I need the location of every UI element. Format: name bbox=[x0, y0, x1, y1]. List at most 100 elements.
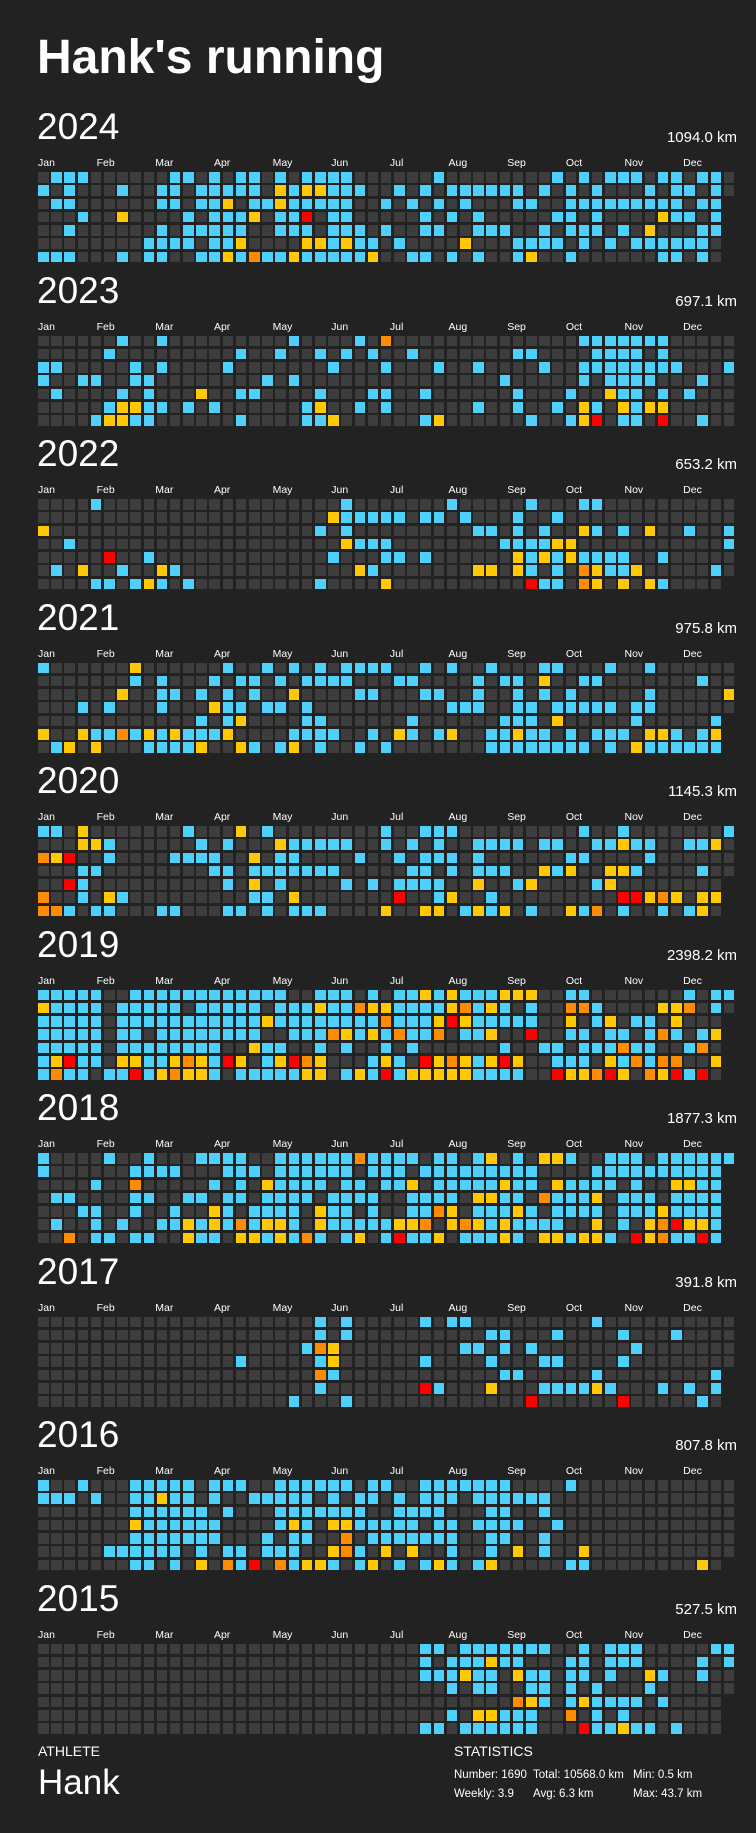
day-cell-blue bbox=[433, 1493, 445, 1504]
day-cell-empty bbox=[671, 578, 682, 590]
day-cell-empty bbox=[631, 852, 643, 864]
month-label: May bbox=[272, 320, 293, 333]
day-cell-blue bbox=[433, 1179, 445, 1191]
day-cell-yellow bbox=[433, 1069, 445, 1080]
day-cell-blue bbox=[380, 1219, 392, 1231]
day-cell-empty bbox=[684, 1559, 695, 1571]
day-cell-red bbox=[697, 1232, 708, 1244]
day-cell-blue bbox=[328, 552, 339, 563]
day-cell-yellow bbox=[301, 1069, 313, 1080]
day-cell-yellow bbox=[235, 238, 247, 250]
day-cell-empty bbox=[578, 251, 590, 263]
day-cell-empty bbox=[367, 675, 379, 687]
day-cell-blue bbox=[591, 839, 603, 850]
day-cell-empty bbox=[367, 362, 379, 373]
day-cell-empty bbox=[380, 211, 392, 223]
day-cell-empty bbox=[64, 689, 75, 700]
day-cell-empty bbox=[64, 388, 75, 400]
day-cell-empty bbox=[196, 512, 207, 523]
day-cell-empty bbox=[64, 826, 75, 837]
day-cell-empty bbox=[512, 1042, 524, 1054]
day-cell-blue bbox=[407, 865, 418, 877]
day-cell-blue bbox=[275, 1166, 286, 1177]
day-cell-yellow bbox=[578, 525, 590, 537]
day-cell-empty bbox=[103, 565, 115, 577]
day-cell-blue bbox=[209, 1232, 221, 1244]
day-cell-empty bbox=[697, 1683, 708, 1694]
day-cell-blue bbox=[591, 1179, 603, 1191]
month-label: Jan bbox=[38, 1138, 55, 1150]
day-cell-empty bbox=[328, 525, 339, 537]
day-cell-blue bbox=[301, 1519, 313, 1531]
day-cell-blue bbox=[288, 185, 300, 196]
day-cell-empty bbox=[314, 1396, 326, 1407]
day-cell-empty bbox=[578, 1153, 590, 1164]
year-label: 2017 bbox=[37, 1250, 120, 1292]
day-cell-blue bbox=[64, 251, 75, 263]
day-cell-empty bbox=[38, 1723, 49, 1734]
day-cell-empty bbox=[552, 1656, 563, 1668]
day-cell-empty bbox=[394, 1696, 405, 1708]
day-cell-blue bbox=[341, 225, 352, 236]
day-cell-empty bbox=[499, 662, 511, 674]
day-cell-blue bbox=[605, 702, 616, 713]
day-cell-empty bbox=[169, 375, 181, 386]
day-cell-empty bbox=[117, 1480, 128, 1491]
day-cell-empty bbox=[631, 538, 643, 550]
day-cell-empty bbox=[130, 1356, 141, 1367]
day-cell-empty bbox=[354, 1369, 366, 1381]
day-cell-blue bbox=[697, 675, 708, 687]
day-cell-empty bbox=[38, 865, 49, 877]
day-cell-empty bbox=[446, 578, 458, 590]
day-cell-empty bbox=[644, 1343, 656, 1354]
day-cell-orange bbox=[671, 1055, 682, 1067]
day-cell-empty bbox=[565, 1396, 577, 1407]
day-cell-blue bbox=[499, 1016, 511, 1027]
day-cell-blue bbox=[130, 1559, 141, 1571]
day-cell-empty bbox=[354, 362, 366, 373]
day-cell-empty bbox=[51, 1506, 62, 1518]
day-cell-empty bbox=[183, 892, 194, 904]
day-cell-empty bbox=[222, 892, 234, 904]
day-cell-empty bbox=[103, 1559, 115, 1571]
day-cell-blue bbox=[697, 1179, 708, 1191]
day-cell-empty bbox=[183, 689, 194, 700]
day-cell-empty bbox=[552, 1533, 563, 1544]
month-label: May bbox=[272, 647, 293, 660]
day-cell-empty bbox=[710, 415, 722, 426]
day-cell-empty bbox=[77, 1382, 89, 1394]
day-cell-yellow bbox=[539, 1153, 550, 1164]
day-cell-blue bbox=[183, 852, 194, 864]
day-cell-empty bbox=[565, 892, 577, 904]
day-cell-empty bbox=[394, 401, 405, 413]
day-cell-blue bbox=[499, 839, 511, 850]
day-cell-blue bbox=[90, 1206, 102, 1217]
day-cell-blue bbox=[407, 1206, 418, 1217]
day-cell-empty bbox=[420, 742, 432, 753]
day-cell-yellow bbox=[288, 892, 300, 904]
month-label: Dec bbox=[683, 1138, 702, 1150]
day-cell-empty bbox=[631, 185, 643, 196]
day-cell-empty bbox=[328, 1316, 339, 1328]
day-cell-empty bbox=[169, 1683, 181, 1694]
day-cell-blue bbox=[433, 1519, 445, 1531]
day-cell-empty bbox=[64, 565, 75, 577]
day-cell-blue bbox=[486, 1166, 497, 1177]
year-section: 2024 1094.0 km Jan Feb Mar Apr May Jun Jul Aug Sep… bbox=[37, 107, 737, 267]
day-cell-empty bbox=[657, 1396, 669, 1407]
day-cell-empty bbox=[671, 1533, 682, 1544]
day-cell-empty bbox=[354, 702, 366, 713]
day-cell-empty bbox=[657, 702, 669, 713]
day-cell-empty bbox=[565, 1493, 577, 1504]
day-cell-empty bbox=[460, 1493, 471, 1504]
day-cell-empty bbox=[341, 1683, 352, 1694]
day-cell-empty bbox=[433, 525, 445, 537]
day-cell-empty bbox=[341, 1369, 352, 1381]
day-cell-empty bbox=[710, 512, 722, 523]
day-cell-empty bbox=[605, 675, 616, 687]
day-cell-empty bbox=[499, 415, 511, 426]
day-cell-empty bbox=[117, 1493, 128, 1504]
day-cell-empty bbox=[697, 401, 708, 413]
day-cell-red bbox=[525, 1029, 537, 1040]
day-cell-empty bbox=[446, 1396, 458, 1407]
